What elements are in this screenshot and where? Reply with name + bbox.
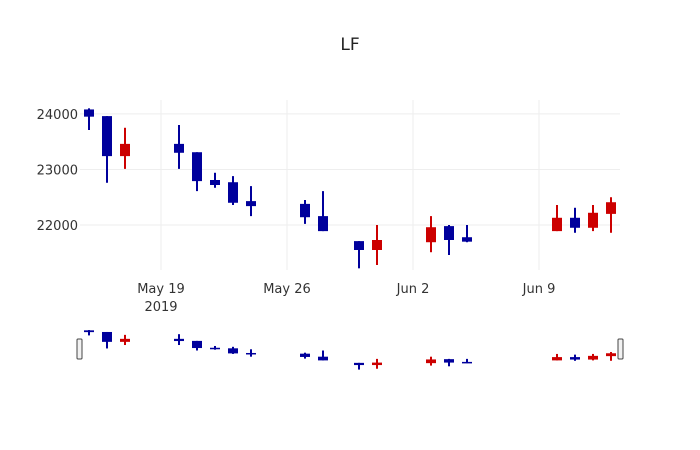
range-slider-bg[interactable] <box>80 328 620 370</box>
candle-body <box>588 212 598 228</box>
chart-title: LF <box>340 35 359 55</box>
candle-body <box>84 109 94 117</box>
candle-2019-06-04[interactable] <box>444 358 454 367</box>
candle-2019-05-28[interactable] <box>318 191 328 232</box>
candle-body <box>120 143 130 157</box>
candle-2019-05-22[interactable] <box>210 172 220 188</box>
y-tick-label: 23000 <box>37 163 78 178</box>
candle-2019-05-24[interactable] <box>246 186 256 217</box>
candle-2019-05-27[interactable] <box>300 200 310 224</box>
y-tick-label: 24000 <box>37 108 78 123</box>
candle-2019-06-12[interactable] <box>588 353 598 361</box>
candle-2019-05-31[interactable] <box>372 358 382 369</box>
candle-2019-05-20[interactable] <box>174 334 184 346</box>
candle-2019-05-15[interactable] <box>84 330 94 336</box>
candle-2019-06-10[interactable] <box>552 205 562 232</box>
candle-2019-05-31[interactable] <box>372 225 382 265</box>
candle-body <box>462 361 472 364</box>
candle-body <box>120 338 130 342</box>
candle-body <box>354 241 364 250</box>
candle-2019-06-13[interactable] <box>606 352 616 361</box>
candle-2019-06-11[interactable] <box>570 207 580 233</box>
candle-2019-05-30[interactable] <box>354 362 364 370</box>
candle-body <box>210 180 220 185</box>
x-axis: May 19 2019 May 26 Jun 2 Jun 9 <box>137 282 555 315</box>
candle-2019-05-15[interactable] <box>84 108 94 130</box>
candle-2019-05-16[interactable] <box>102 331 112 349</box>
candle-body <box>462 237 472 242</box>
candle-body <box>102 116 112 157</box>
candle-body <box>174 338 184 342</box>
candle-2019-05-21[interactable] <box>192 152 202 192</box>
candle-body <box>246 201 256 207</box>
y-axis: 22000 23000 24000 <box>37 108 78 234</box>
candle-body <box>588 355 598 360</box>
x-tick-label: May 19 <box>137 282 185 297</box>
candle-2019-06-03[interactable] <box>426 216 436 253</box>
x-tick-label: Jun 2 <box>396 282 430 297</box>
candle-2019-05-27[interactable] <box>300 352 310 359</box>
candle-body <box>570 217 580 228</box>
candle-2019-06-03[interactable] <box>426 356 436 366</box>
x-tick-label: May 26 <box>263 282 311 297</box>
candle-body <box>372 362 382 366</box>
candle-body <box>552 357 562 361</box>
candle-body <box>606 353 616 357</box>
candle-body <box>570 357 580 360</box>
candle-body <box>318 356 328 361</box>
candle-2019-05-22[interactable] <box>210 345 220 350</box>
candle-body <box>426 227 436 243</box>
candle-body <box>300 203 310 218</box>
candle-2019-06-05[interactable] <box>462 225 472 243</box>
candle-body <box>102 331 112 342</box>
candle-2019-06-10[interactable] <box>552 353 562 361</box>
candle-2019-06-05[interactable] <box>462 358 472 364</box>
candle-body <box>552 217 562 232</box>
candle-2019-06-04[interactable] <box>444 225 454 255</box>
candle-body <box>192 340 202 349</box>
candle-2019-05-21[interactable] <box>192 340 202 351</box>
y-tick-label: 22000 <box>37 219 78 234</box>
candle-body <box>228 348 238 354</box>
gridlines <box>80 100 620 270</box>
candles[interactable] <box>84 108 616 269</box>
candle-2019-05-23[interactable] <box>228 346 238 354</box>
candle-body <box>606 202 616 214</box>
candle-body <box>426 359 436 364</box>
candle-body <box>246 352 256 355</box>
candle-2019-05-30[interactable] <box>354 241 364 269</box>
candle-body <box>354 362 364 366</box>
candle-2019-06-11[interactable] <box>570 354 580 361</box>
candle-body <box>444 226 454 240</box>
candle-2019-05-23[interactable] <box>228 176 238 205</box>
range-slider-right-handle[interactable] <box>617 338 624 360</box>
candle-body <box>300 353 310 357</box>
candle-2019-05-24[interactable] <box>246 349 256 357</box>
candle-body <box>192 152 202 182</box>
candle-body <box>210 347 220 350</box>
candle-2019-06-12[interactable] <box>588 205 598 232</box>
range-slider-left-handle[interactable] <box>76 338 83 360</box>
candle-body <box>318 216 328 232</box>
candle-2019-05-17[interactable] <box>120 127 130 169</box>
candle-body <box>84 330 94 333</box>
candle-2019-05-28[interactable] <box>318 350 328 361</box>
range-slider[interactable] <box>76 328 624 370</box>
candle-body <box>444 359 454 363</box>
candle-body <box>228 182 238 203</box>
candle-2019-05-16[interactable] <box>102 116 112 183</box>
x-tick-year-label: 2019 <box>144 300 177 315</box>
candle-body <box>174 143 184 153</box>
candle-2019-05-20[interactable] <box>174 125 184 169</box>
candle-2019-05-17[interactable] <box>120 334 130 346</box>
candle-body <box>372 240 382 250</box>
x-tick-label: Jun 9 <box>522 282 556 297</box>
candle-2019-06-13[interactable] <box>606 197 616 233</box>
